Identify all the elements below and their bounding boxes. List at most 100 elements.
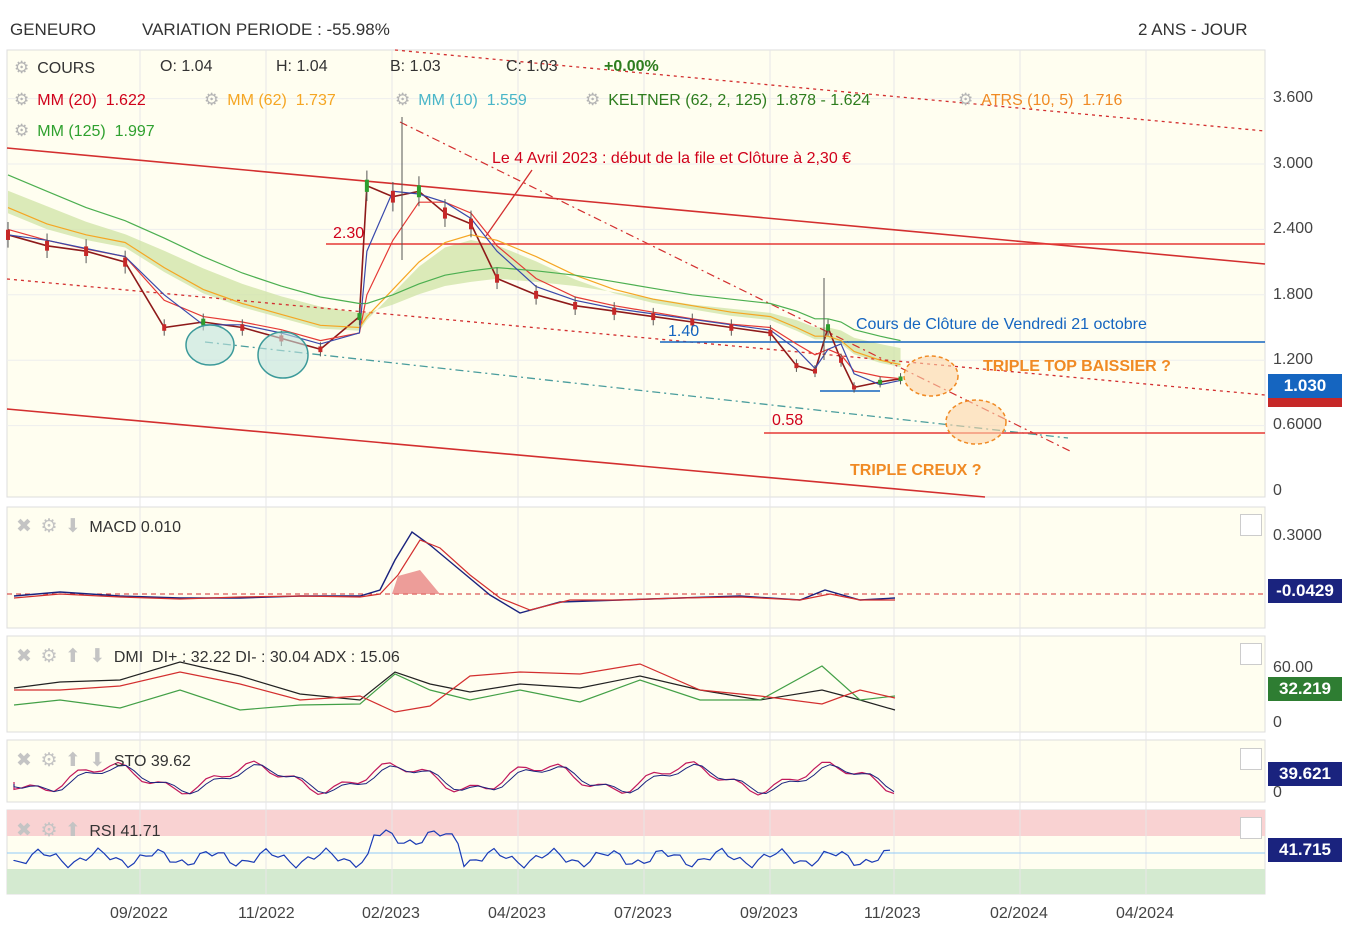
candle-body bbox=[534, 290, 539, 299]
sto-checkbox[interactable] bbox=[1240, 748, 1262, 770]
channel-bottom-line bbox=[6, 408, 986, 498]
legend-mm10[interactable]: ⚙ MM (10) 1.559 bbox=[395, 90, 527, 109]
low-circle bbox=[185, 324, 235, 366]
gear-icon[interactable]: ⚙ bbox=[204, 90, 220, 109]
sto-d-line bbox=[13, 763, 895, 795]
sto-panel-title: ✖ ⚙ ⬆ ⬇ STO 39.62 bbox=[16, 750, 191, 771]
candle-body bbox=[826, 324, 831, 331]
gear-icon[interactable]: ⚙ bbox=[40, 750, 58, 771]
candle-body bbox=[201, 318, 206, 326]
candle-body bbox=[45, 240, 50, 251]
series-line-mm-125- bbox=[7, 174, 901, 342]
candle-body bbox=[794, 363, 799, 369]
red-badge-fragment bbox=[1268, 398, 1342, 407]
sto-panel-bg bbox=[6, 739, 1266, 803]
legend-bid: B: 1.03 bbox=[390, 58, 441, 75]
macd-last-badge: -0.0429 bbox=[1268, 579, 1342, 603]
annotation-avril: Le 4 Avril 2023 : début de la file et Cl… bbox=[492, 150, 852, 167]
legend-close: C: 1.03 bbox=[506, 58, 558, 75]
legend-mm20[interactable]: ⚙ MM (20) 1.622 bbox=[14, 90, 146, 109]
candle-body bbox=[612, 307, 617, 315]
gear-icon[interactable]: ⚙ bbox=[14, 121, 30, 140]
candle-body bbox=[364, 179, 369, 192]
arrow-down-icon[interactable]: ⬇ bbox=[89, 750, 106, 771]
rsi-panel-title: ✖ ⚙ ⬆ RSI 41.71 bbox=[16, 820, 161, 841]
gear-icon[interactable]: ⚙ bbox=[40, 646, 58, 667]
candle-body bbox=[357, 313, 362, 321]
gear-icon[interactable]: ⚙ bbox=[585, 90, 601, 109]
rsi-oversold-zone bbox=[7, 869, 1265, 894]
channel-mid-dotted bbox=[6, 278, 1266, 396]
annotation-level-230: 2.30 bbox=[333, 225, 365, 242]
gear-icon[interactable]: ⚙ bbox=[958, 90, 974, 109]
arrow-down-icon[interactable]: ⬇ bbox=[64, 516, 81, 537]
candle-body bbox=[573, 301, 578, 310]
legend-open: O: 1.04 bbox=[160, 58, 213, 75]
candle-body bbox=[6, 229, 10, 240]
x-tick-label: 09/2023 bbox=[740, 905, 798, 922]
legend-mm125[interactable]: ⚙ MM (125) 1.997 bbox=[14, 121, 155, 140]
adx-line bbox=[13, 661, 896, 711]
series-line-mm-62- bbox=[7, 207, 901, 366]
macd-histogram bbox=[392, 570, 440, 594]
price-tick: 1.200 bbox=[1273, 351, 1314, 368]
x-tick-label: 02/2024 bbox=[990, 905, 1048, 922]
candle-body bbox=[123, 257, 128, 267]
arrow-up-icon[interactable]: ⬆ bbox=[64, 820, 81, 841]
candle-body bbox=[690, 318, 695, 326]
price-tick: 2.400 bbox=[1273, 220, 1314, 237]
gear-icon[interactable]: ⚙ bbox=[14, 90, 30, 109]
rsi-overbought-zone bbox=[7, 810, 1265, 836]
annotation-level-058: 0.58 bbox=[772, 412, 804, 429]
support-trendline bbox=[204, 341, 1069, 439]
gear-icon[interactable]: ⚙ bbox=[395, 90, 411, 109]
arrow-up-icon[interactable]: ⬆ bbox=[64, 750, 81, 771]
candle-body bbox=[729, 324, 734, 331]
price-tick: 0.6000 bbox=[1273, 416, 1322, 433]
legend-keltner[interactable]: ⚙ KELTNER (62, 2, 125) 1.878 - 1.624 bbox=[585, 90, 871, 109]
close-icon[interactable]: ✖ bbox=[16, 750, 32, 771]
last-price-badge: 1.030 bbox=[1268, 374, 1342, 398]
gear-icon[interactable]: ⚙ bbox=[40, 516, 58, 537]
arrow-up-icon[interactable]: ⬆ bbox=[64, 646, 81, 667]
keltner-band bbox=[8, 190, 901, 368]
candle-body bbox=[852, 385, 857, 390]
candle-body bbox=[839, 357, 844, 363]
close-icon[interactable]: ✖ bbox=[16, 646, 32, 667]
variation-periode: VARIATION PERIODE : -55.98% bbox=[142, 20, 390, 39]
legend-atrs[interactable]: ⚙ ATRS (10, 5) 1.716 bbox=[958, 90, 1123, 109]
arrow-down-icon[interactable]: ⬇ bbox=[89, 646, 106, 667]
legend-change: +0.00% bbox=[604, 58, 659, 75]
x-tick-label: 02/2023 bbox=[362, 905, 420, 922]
dmi-panel-title: ✖ ⚙ ⬆ ⬇ DMI DI+ : 32.22 DI- : 30.04 ADX … bbox=[16, 646, 400, 667]
close-icon[interactable]: ✖ bbox=[16, 820, 32, 841]
candle-body bbox=[416, 185, 421, 198]
macd-panel-title: ✖ ⚙ ⬇ MACD 0.010 bbox=[16, 516, 181, 537]
gear-icon[interactable]: ⚙ bbox=[14, 58, 30, 77]
dmi-checkbox[interactable] bbox=[1240, 643, 1262, 665]
price-tick: 3.000 bbox=[1273, 155, 1314, 172]
close-icon[interactable]: ✖ bbox=[16, 516, 32, 537]
macd-checkbox[interactable] bbox=[1240, 514, 1262, 536]
x-tick-label: 11/2023 bbox=[864, 905, 921, 922]
legend-cours[interactable]: ⚙ COURS bbox=[14, 58, 96, 77]
triple-top-circle bbox=[903, 355, 959, 397]
annotation-triple-top: TRIPLE TOP BAISSIER ? bbox=[983, 358, 1171, 375]
gear-icon[interactable]: ⚙ bbox=[40, 820, 58, 841]
candle-body bbox=[898, 376, 903, 381]
period-range[interactable]: 2 ANS - JOUR bbox=[1138, 20, 1248, 39]
macd-tick: 0.3000 bbox=[1273, 527, 1322, 544]
candle-body bbox=[768, 329, 773, 337]
candle-body bbox=[162, 324, 167, 331]
price-tick: 3.600 bbox=[1273, 89, 1314, 106]
macd-signal-line bbox=[13, 539, 895, 611]
x-tick-label: 07/2023 bbox=[614, 905, 672, 922]
annotation-level-140: 1.40 bbox=[668, 323, 700, 340]
candle-body bbox=[469, 218, 474, 230]
x-tick-label: 11/2022 bbox=[238, 905, 295, 922]
legend-mm62[interactable]: ⚙ MM (62) 1.737 bbox=[204, 90, 336, 109]
candle-body bbox=[390, 190, 395, 203]
price-tick: 0 bbox=[1273, 482, 1282, 499]
rsi-checkbox[interactable] bbox=[1240, 817, 1262, 839]
